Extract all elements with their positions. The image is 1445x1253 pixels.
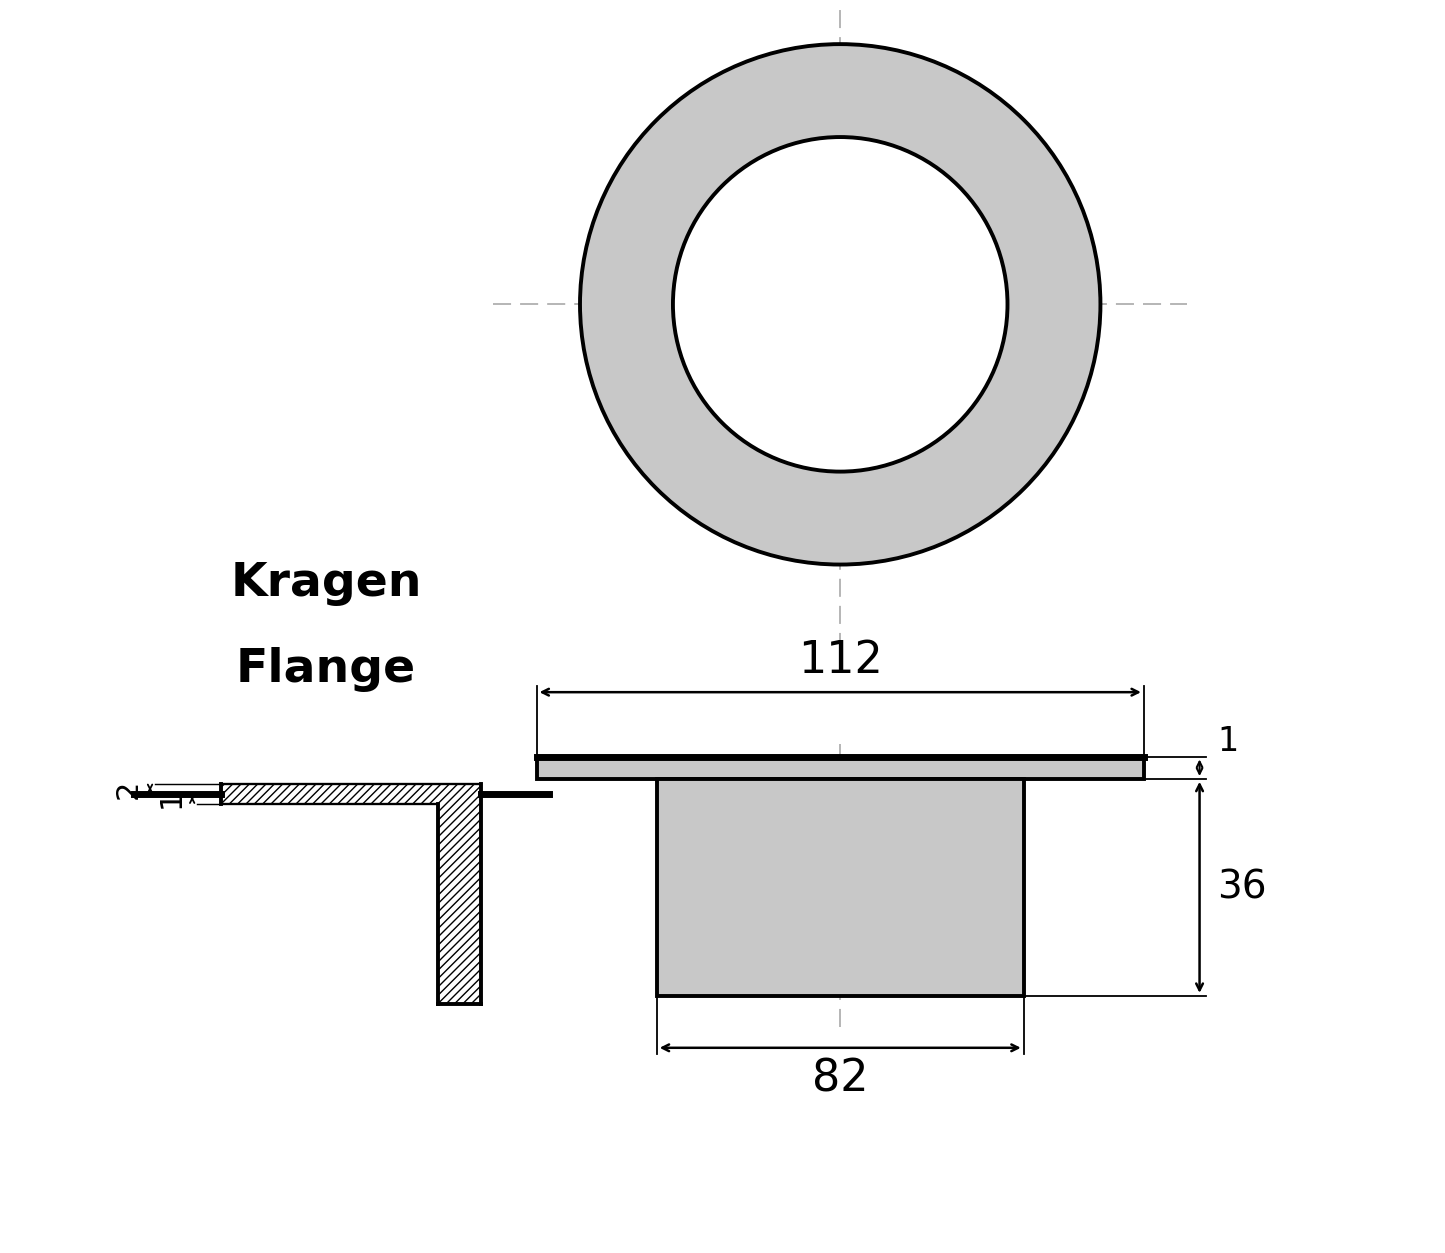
Text: 112: 112 bbox=[798, 639, 883, 683]
Text: 2: 2 bbox=[114, 779, 143, 798]
Text: 1: 1 bbox=[1217, 725, 1238, 758]
Text: 82: 82 bbox=[812, 1058, 868, 1100]
Circle shape bbox=[673, 137, 1007, 471]
Polygon shape bbox=[221, 784, 481, 1005]
Bar bbox=[536, 757, 1144, 779]
Text: 1: 1 bbox=[158, 789, 186, 808]
Text: Flange: Flange bbox=[236, 648, 416, 693]
Text: 36: 36 bbox=[1217, 868, 1266, 906]
Bar bbox=[657, 779, 1023, 996]
Circle shape bbox=[579, 44, 1101, 565]
Text: Kragen: Kragen bbox=[230, 560, 422, 605]
